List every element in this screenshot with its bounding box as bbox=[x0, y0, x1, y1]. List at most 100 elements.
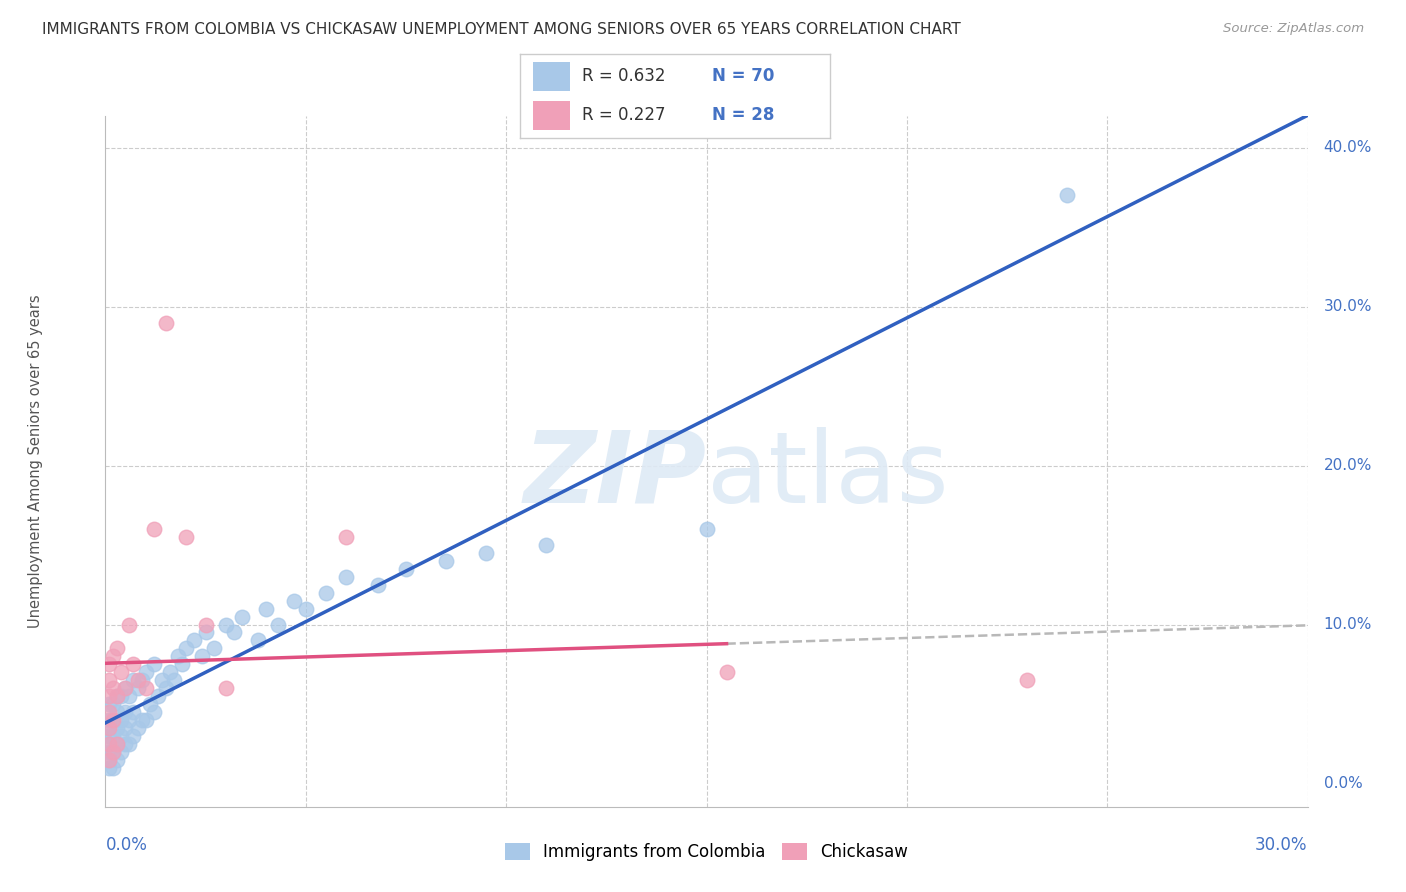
Point bbox=[150, 673, 173, 687]
Point bbox=[214, 681, 236, 695]
Text: atlas: atlas bbox=[707, 427, 948, 524]
Point bbox=[118, 713, 141, 727]
Text: IMMIGRANTS FROM COLOMBIA VS CHICKASAW UNEMPLOYMENT AMONG SENIORS OVER 65 YEARS C: IMMIGRANTS FROM COLOMBIA VS CHICKASAW UN… bbox=[42, 22, 960, 37]
Point bbox=[98, 760, 121, 774]
Point bbox=[122, 657, 145, 672]
Text: 40.0%: 40.0% bbox=[1323, 140, 1372, 155]
Point bbox=[103, 745, 125, 759]
Point bbox=[98, 729, 121, 743]
Point bbox=[155, 316, 177, 330]
Point bbox=[246, 633, 269, 648]
Point bbox=[98, 673, 121, 687]
Point bbox=[122, 729, 145, 743]
Point bbox=[110, 729, 132, 743]
Point bbox=[107, 737, 129, 751]
Point bbox=[127, 681, 149, 695]
Point bbox=[315, 585, 337, 599]
Point bbox=[103, 745, 125, 759]
Text: Source: ZipAtlas.com: Source: ZipAtlas.com bbox=[1223, 22, 1364, 36]
Point bbox=[107, 737, 129, 751]
Text: 20.0%: 20.0% bbox=[1323, 458, 1372, 473]
Point bbox=[98, 689, 121, 703]
Point bbox=[166, 649, 188, 664]
Point bbox=[98, 697, 121, 711]
Point bbox=[103, 760, 125, 774]
Text: ZIP: ZIP bbox=[523, 427, 707, 524]
Text: 0.0%: 0.0% bbox=[1323, 776, 1362, 791]
Point bbox=[142, 522, 165, 536]
Point bbox=[98, 705, 121, 719]
Point bbox=[138, 697, 160, 711]
Point bbox=[114, 681, 136, 695]
FancyBboxPatch shape bbox=[533, 62, 569, 91]
Point bbox=[142, 657, 165, 672]
Text: 30.0%: 30.0% bbox=[1323, 299, 1372, 314]
Point bbox=[295, 601, 318, 615]
Point bbox=[98, 713, 121, 727]
Point bbox=[194, 617, 217, 632]
Point bbox=[135, 681, 157, 695]
Point bbox=[174, 530, 197, 544]
Text: R = 0.227: R = 0.227 bbox=[582, 105, 665, 123]
Point bbox=[696, 522, 718, 536]
Point bbox=[162, 673, 184, 687]
Point bbox=[118, 689, 141, 703]
Point bbox=[114, 737, 136, 751]
Point bbox=[222, 625, 245, 640]
Point bbox=[98, 721, 121, 735]
Point bbox=[103, 713, 125, 727]
Point bbox=[127, 721, 149, 735]
Point bbox=[107, 705, 129, 719]
Point bbox=[190, 649, 212, 664]
Text: 30.0%: 30.0% bbox=[1256, 836, 1308, 854]
Point bbox=[107, 689, 129, 703]
Text: 10.0%: 10.0% bbox=[1323, 617, 1372, 632]
Point bbox=[103, 681, 125, 695]
Point bbox=[155, 681, 177, 695]
Text: R = 0.632: R = 0.632 bbox=[582, 68, 665, 86]
Point bbox=[267, 617, 290, 632]
Point bbox=[98, 737, 121, 751]
Point bbox=[131, 713, 153, 727]
Point bbox=[1017, 673, 1039, 687]
Point bbox=[131, 673, 153, 687]
Text: N = 70: N = 70 bbox=[711, 68, 775, 86]
Point bbox=[395, 562, 418, 576]
Point bbox=[98, 753, 121, 767]
Point bbox=[110, 689, 132, 703]
Point bbox=[159, 665, 181, 680]
Point bbox=[122, 673, 145, 687]
Point bbox=[98, 657, 121, 672]
Point bbox=[367, 578, 389, 592]
Point bbox=[114, 681, 136, 695]
Point bbox=[110, 745, 132, 759]
Point bbox=[118, 617, 141, 632]
Point bbox=[107, 689, 129, 703]
Point bbox=[214, 617, 236, 632]
Point bbox=[194, 625, 217, 640]
Point bbox=[146, 689, 169, 703]
Point bbox=[107, 641, 129, 656]
Point bbox=[170, 657, 193, 672]
Point bbox=[716, 665, 738, 680]
Point bbox=[98, 753, 121, 767]
Point bbox=[202, 641, 225, 656]
Point bbox=[98, 737, 121, 751]
Point bbox=[475, 546, 498, 560]
Point bbox=[107, 721, 129, 735]
Text: Unemployment Among Seniors over 65 years: Unemployment Among Seniors over 65 years bbox=[28, 294, 44, 629]
Point bbox=[183, 633, 205, 648]
Point bbox=[127, 673, 149, 687]
Point bbox=[98, 721, 121, 735]
Text: 0.0%: 0.0% bbox=[105, 836, 148, 854]
Point bbox=[135, 713, 157, 727]
Point bbox=[122, 705, 145, 719]
Point bbox=[118, 737, 141, 751]
Point bbox=[534, 538, 557, 552]
Point bbox=[135, 665, 157, 680]
Point bbox=[103, 697, 125, 711]
Point bbox=[335, 570, 357, 584]
Text: N = 28: N = 28 bbox=[711, 105, 775, 123]
Point bbox=[1056, 188, 1078, 202]
Point bbox=[107, 753, 129, 767]
